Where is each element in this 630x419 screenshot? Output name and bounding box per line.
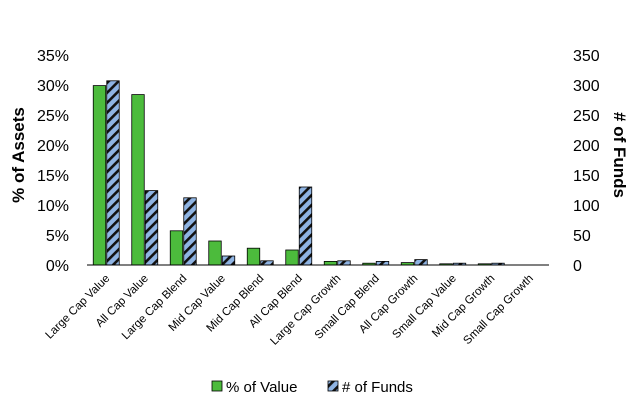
bar-num-of-funds [260, 260, 274, 266]
y2-axis-title: # of Funds [610, 112, 629, 198]
legend-swatch-num-of-funds [327, 380, 339, 392]
bar-num-of-funds [337, 260, 351, 266]
right-axis-ticks: 0 50 100 150 200 250 300 350 [573, 48, 600, 275]
legend-swatch-pct-of-value [211, 380, 223, 392]
y2-tick-label: 100 [573, 198, 600, 215]
bar-num-of-funds [298, 186, 313, 266]
category-label: Large Cap Growth [268, 273, 343, 348]
category-label: Large Cap Value [43, 273, 112, 342]
legend: % of Value # of Funds [211, 379, 413, 396]
bar-num-of-funds [183, 197, 197, 266]
bar-pct-of-value [169, 230, 184, 266]
y2-tick-label: 300 [573, 78, 600, 95]
bar-num-of-funds [106, 80, 120, 266]
bar-pct-of-value [323, 260, 338, 266]
y2-tick-label: 350 [573, 48, 600, 65]
y-tick-label: 20% [37, 138, 69, 155]
y2-tick-label: 150 [573, 168, 600, 185]
bar-num-of-funds [375, 260, 390, 266]
category-label: Large Cap Blend [120, 273, 190, 343]
y2-tick-label: 50 [573, 228, 591, 245]
y2-tick-label: 0 [573, 258, 582, 275]
y-tick-label: 25% [37, 108, 69, 125]
y-tick-label: 0% [46, 258, 69, 275]
y-tick-label: 5% [46, 228, 69, 245]
legend-label-pct-of-value: % of Value [226, 379, 297, 396]
bar-pct-of-value [208, 240, 222, 266]
bar-pct-of-value [92, 85, 107, 266]
y-tick-label: 35% [37, 48, 69, 65]
y-tick-label: 30% [37, 78, 69, 95]
bar-num-of-funds [221, 255, 236, 266]
left-axis-ticks: 0% 5% 10% 15% 20% 25% 30% 35% [37, 48, 69, 275]
y2-tick-label: 250 [573, 108, 600, 125]
legend-label-num-of-funds: # of Funds [342, 379, 413, 396]
y-tick-label: 10% [37, 198, 69, 215]
category-label: Small Cap Growth [461, 273, 535, 347]
y-axis-title: % of Assets [9, 107, 28, 203]
bars [92, 80, 505, 266]
bar-pct-of-value [285, 249, 299, 266]
bar-pct-of-value [131, 94, 145, 266]
bar-num-of-funds [144, 190, 159, 266]
bar-pct-of-value [246, 247, 261, 266]
bar-num-of-funds [414, 259, 428, 266]
y2-tick-label: 200 [573, 138, 600, 155]
y-tick-label: 15% [37, 168, 69, 185]
